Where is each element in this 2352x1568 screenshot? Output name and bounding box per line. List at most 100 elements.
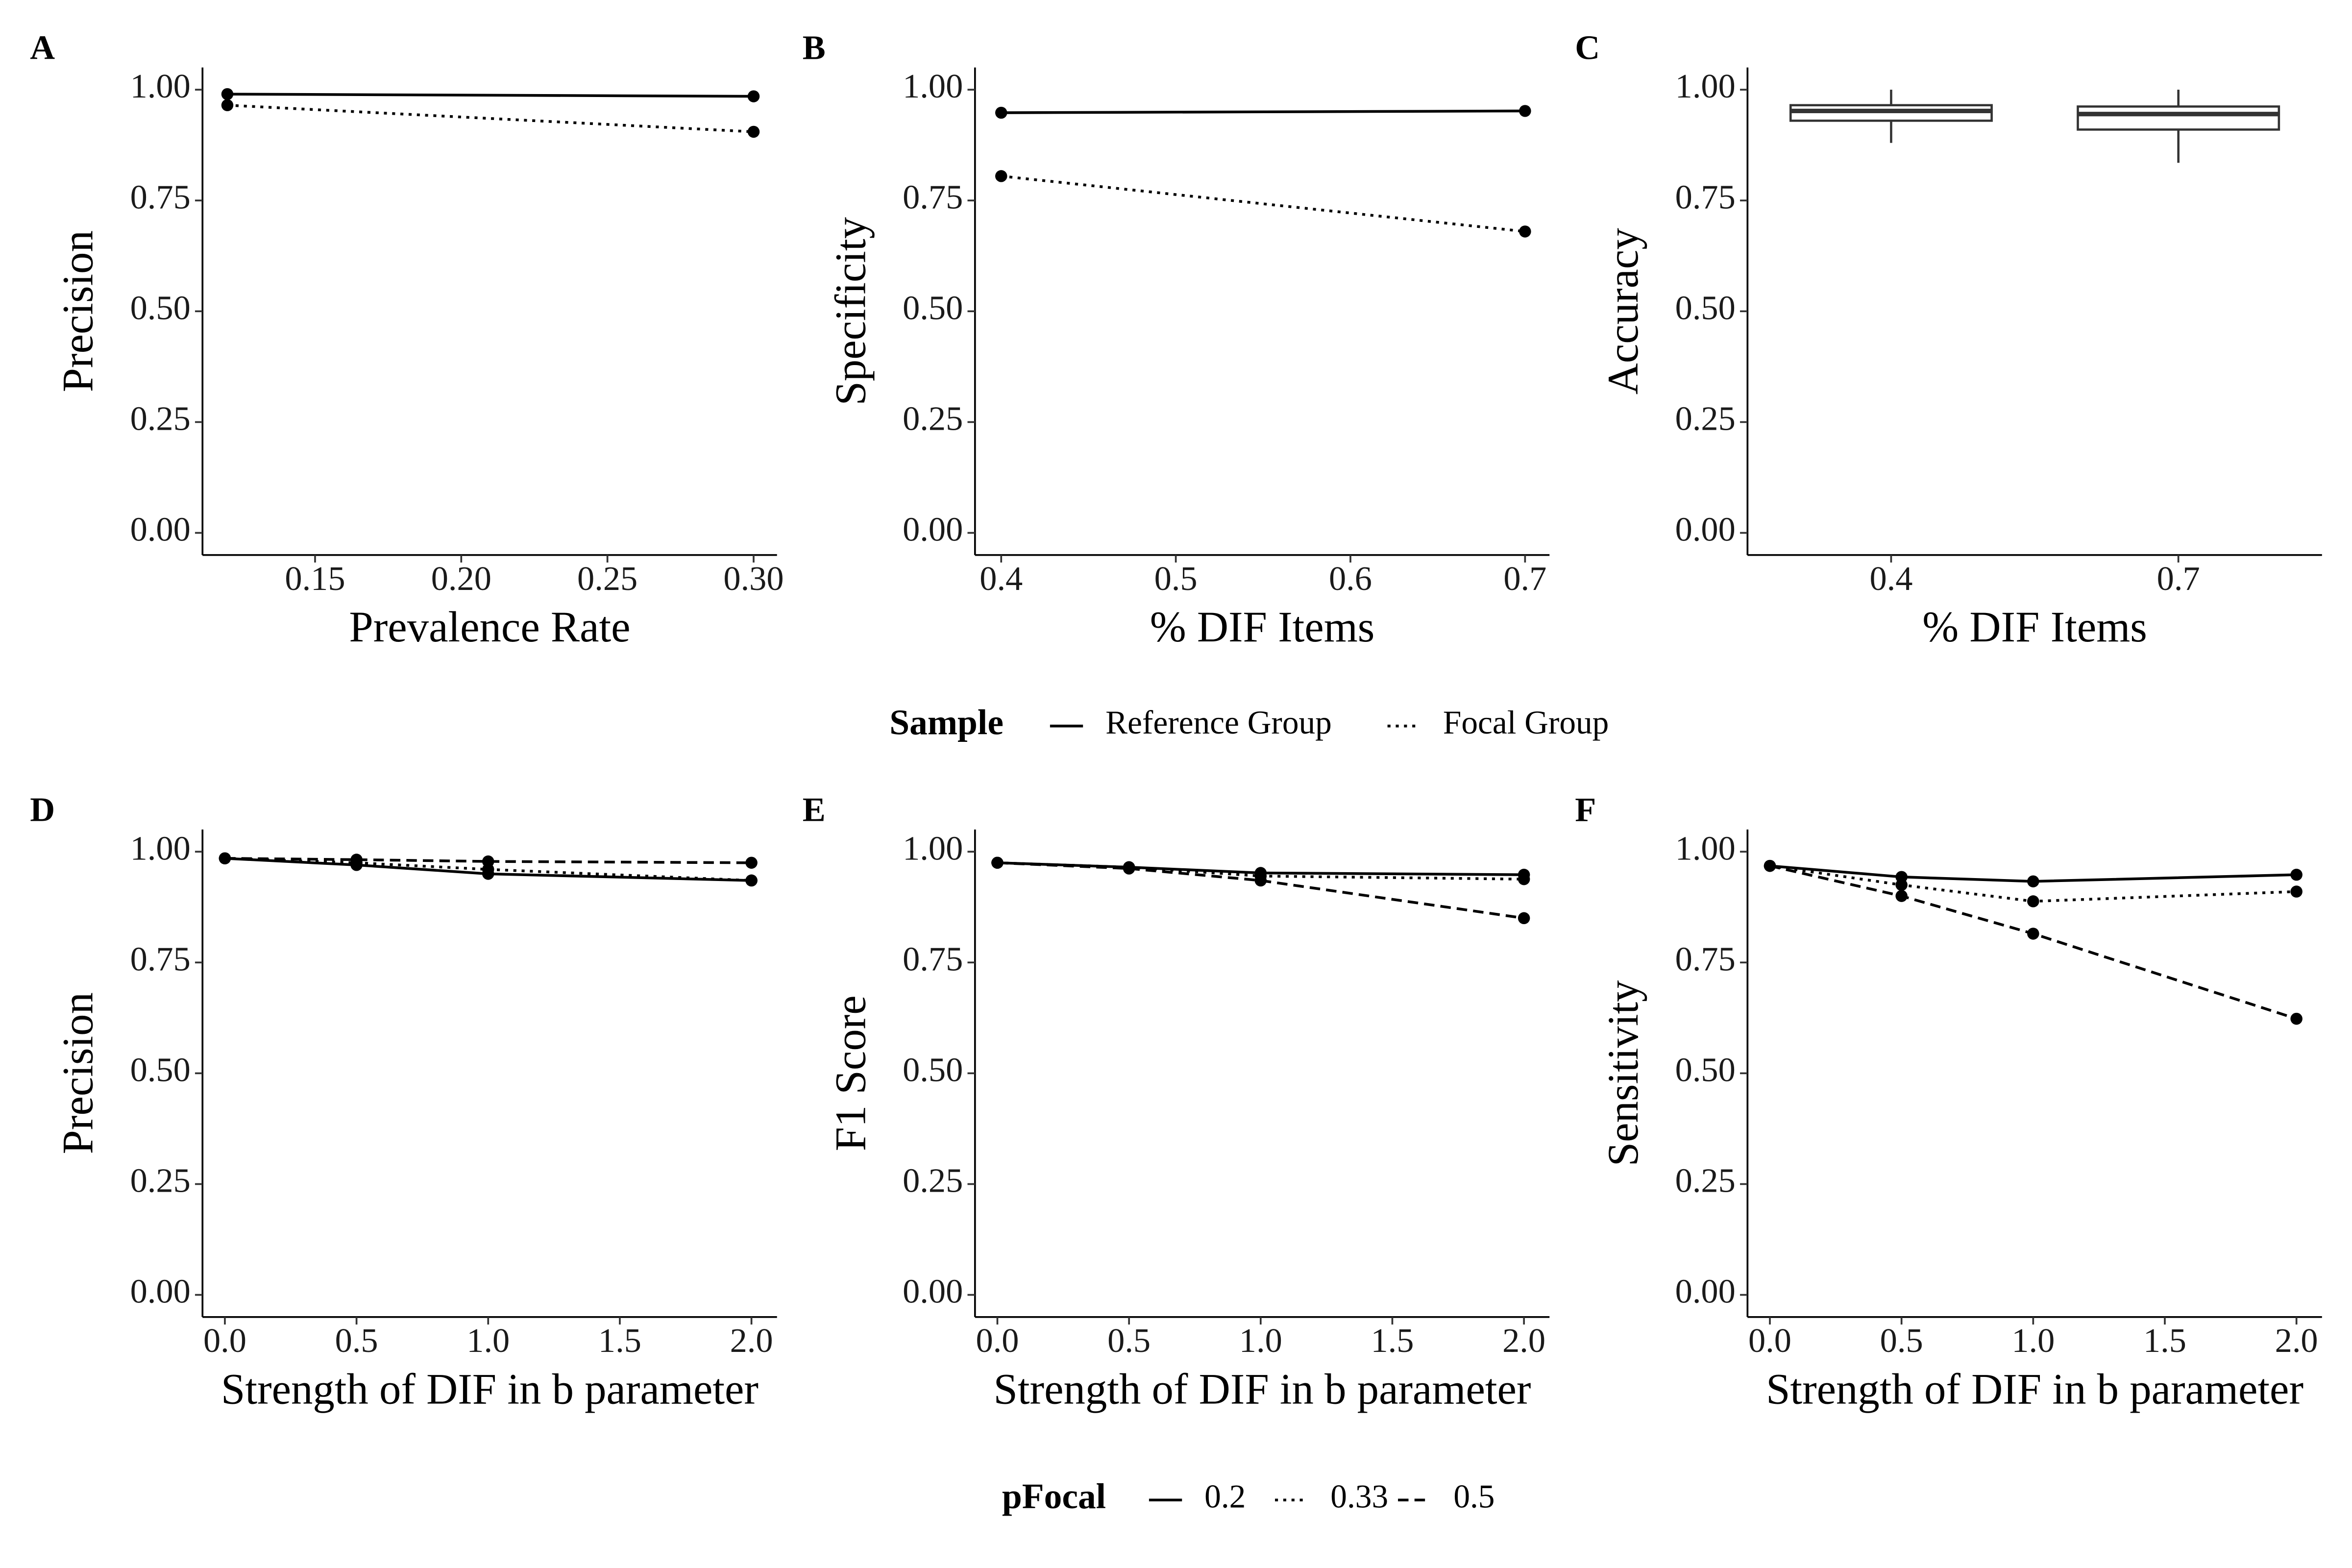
panel-label: C bbox=[1575, 28, 1600, 67]
panel-label: D bbox=[30, 790, 55, 829]
point bbox=[2290, 868, 2303, 881]
x-tick-label: 1.5 bbox=[598, 1322, 641, 1360]
y-tick-label: 0.50 bbox=[130, 289, 191, 327]
x-tick-label: 2.0 bbox=[2275, 1322, 2318, 1360]
x-axis-label: % DIF Items bbox=[1922, 603, 2147, 651]
y-tick-label: 0.00 bbox=[1675, 1273, 1736, 1311]
line bbox=[227, 93, 754, 98]
y-tick-label: 0.00 bbox=[130, 1273, 191, 1311]
x-tick-label: 1.0 bbox=[466, 1322, 510, 1360]
y-axis-label: Sensitivity bbox=[1599, 980, 1647, 1166]
panel-label: E bbox=[803, 790, 826, 829]
y-tick-label: 0.50 bbox=[903, 289, 963, 327]
y-tick-label: 0.50 bbox=[903, 1051, 963, 1089]
x-tick-label: 0.0 bbox=[203, 1322, 246, 1360]
x-tick-label: 0.6 bbox=[1329, 560, 1372, 598]
y-axis-label: Precision bbox=[54, 992, 102, 1154]
x-tick-label: 0.4 bbox=[1869, 560, 1912, 598]
point bbox=[1895, 879, 1908, 891]
y-tick-label: 0.25 bbox=[130, 1162, 191, 1200]
line bbox=[997, 861, 1524, 876]
point bbox=[991, 857, 1004, 869]
y-tick-label: 1.00 bbox=[130, 829, 191, 867]
point bbox=[995, 106, 1007, 119]
y-tick-label: 0.50 bbox=[130, 1051, 191, 1089]
x-tick-label: 0.5 bbox=[1107, 1322, 1151, 1360]
point bbox=[2027, 928, 2039, 940]
x-tick-label: 0.5 bbox=[1154, 560, 1198, 598]
point bbox=[1123, 862, 1135, 875]
point bbox=[482, 855, 494, 868]
y-tick-label: 1.00 bbox=[903, 67, 963, 105]
point bbox=[1519, 105, 1531, 117]
x-tick-label: 0.25 bbox=[577, 560, 637, 598]
point bbox=[745, 874, 758, 887]
box bbox=[2077, 105, 2280, 131]
point bbox=[2027, 895, 2039, 907]
y-tick-label: 0.00 bbox=[903, 511, 963, 549]
x-tick-label: 1.5 bbox=[2143, 1322, 2186, 1360]
x-tick-label: 0.7 bbox=[1503, 560, 1546, 598]
y-tick-label: 0.00 bbox=[1675, 511, 1736, 549]
line bbox=[227, 103, 754, 133]
point bbox=[2027, 875, 2039, 887]
y-tick-label: 0.25 bbox=[903, 1162, 963, 1200]
point bbox=[1519, 225, 1531, 238]
x-tick-label: 1.0 bbox=[1239, 1322, 1282, 1360]
y-tick-label: 0.75 bbox=[1675, 940, 1736, 978]
legend-label: 0.33 bbox=[1330, 1478, 1388, 1515]
point bbox=[221, 88, 234, 100]
y-axis-label: Precision bbox=[54, 230, 102, 392]
y-axis-label: F1 Score bbox=[827, 995, 875, 1151]
line bbox=[997, 861, 1524, 920]
point bbox=[747, 125, 760, 138]
x-axis-label: Prevalence Rate bbox=[349, 603, 630, 651]
legend-title: pFocal bbox=[1002, 1476, 1106, 1516]
x-tick-label: 0.0 bbox=[1748, 1322, 1791, 1360]
line bbox=[224, 857, 752, 882]
y-tick-label: 0.75 bbox=[903, 178, 963, 216]
legend-label: 0.5 bbox=[1453, 1478, 1494, 1515]
legend-label: Focal Group bbox=[1443, 704, 1609, 741]
x-tick-label: 0.15 bbox=[285, 560, 345, 598]
y-axis-label: Accuracy bbox=[1599, 228, 1647, 395]
point bbox=[995, 170, 1007, 182]
x-tick-label: 0.0 bbox=[976, 1322, 1019, 1360]
panel-label: B bbox=[803, 28, 826, 67]
point bbox=[350, 854, 363, 866]
y-tick-label: 1.00 bbox=[1675, 829, 1736, 867]
y-tick-label: 1.00 bbox=[1675, 67, 1736, 105]
point bbox=[2290, 1012, 2303, 1025]
point bbox=[2290, 885, 2303, 898]
y-tick-label: 0.25 bbox=[1675, 400, 1736, 438]
point bbox=[745, 857, 758, 869]
point bbox=[1518, 873, 1530, 885]
x-axis-label: Strength of DIF in b parameter bbox=[994, 1365, 1531, 1413]
y-axis-label: Specificity bbox=[827, 217, 875, 405]
line bbox=[1769, 864, 2297, 1020]
y-tick-label: 0.50 bbox=[1675, 1051, 1736, 1089]
y-tick-label: 0.75 bbox=[1675, 178, 1736, 216]
x-tick-label: 0.20 bbox=[431, 560, 491, 598]
x-tick-label: 2.0 bbox=[730, 1322, 773, 1360]
x-tick-label: 0.5 bbox=[1880, 1322, 1923, 1360]
point bbox=[221, 99, 234, 111]
x-axis-label: Strength of DIF in b parameter bbox=[1766, 1365, 2303, 1413]
point bbox=[747, 90, 760, 102]
line bbox=[1769, 864, 2297, 883]
x-tick-label: 0.7 bbox=[2157, 560, 2200, 598]
y-tick-label: 0.25 bbox=[130, 400, 191, 438]
x-tick-label: 2.0 bbox=[1502, 1322, 1545, 1360]
y-tick-label: 0.75 bbox=[130, 940, 191, 978]
x-axis-label: % DIF Items bbox=[1150, 603, 1375, 651]
point bbox=[1254, 874, 1267, 887]
point bbox=[1764, 859, 1776, 872]
line bbox=[1001, 174, 1525, 233]
legend-label: Reference Group bbox=[1105, 704, 1332, 741]
panel-label: F bbox=[1575, 790, 1596, 829]
x-tick-label: 1.5 bbox=[1371, 1322, 1414, 1360]
y-tick-label: 0.25 bbox=[1675, 1162, 1736, 1200]
x-tick-label: 0.30 bbox=[723, 560, 784, 598]
